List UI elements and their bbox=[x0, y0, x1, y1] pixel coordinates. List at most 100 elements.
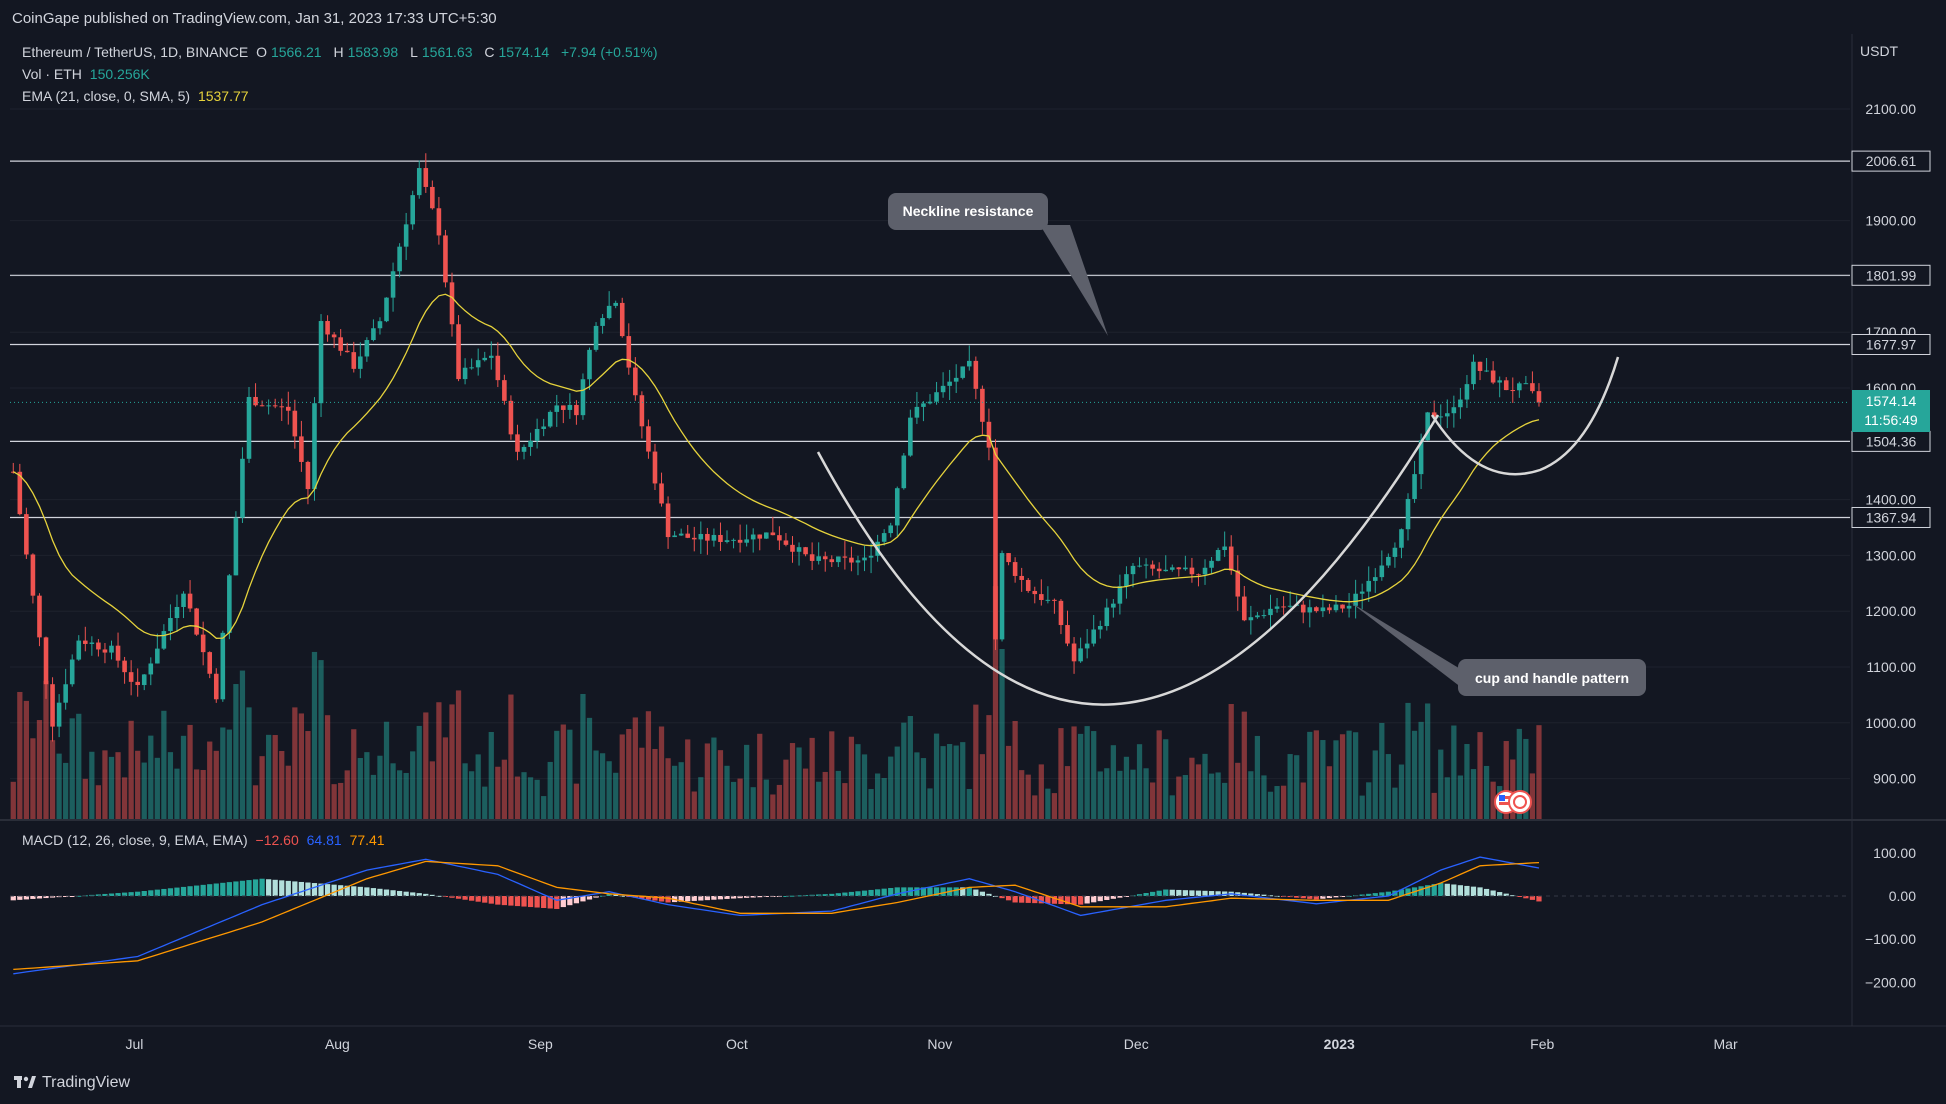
macd-hist-bar bbox=[1176, 889, 1182, 896]
macd-hist-bar bbox=[1418, 886, 1424, 896]
event-icon[interactable] bbox=[1508, 790, 1532, 814]
pattern-callout[interactable]: cup and handle pattern bbox=[1350, 602, 1646, 696]
macd-hist-bar bbox=[1523, 896, 1529, 899]
macd-hist-bar bbox=[1202, 890, 1208, 896]
volume-bar bbox=[154, 757, 160, 819]
volume-bar bbox=[279, 750, 285, 819]
high-value: H 1583.98 bbox=[333, 44, 399, 60]
candle-body bbox=[1372, 577, 1378, 581]
candle-body bbox=[1333, 604, 1339, 611]
candle-body bbox=[829, 559, 835, 563]
macd-hist-bar bbox=[678, 896, 684, 902]
volume-bar bbox=[1300, 782, 1306, 819]
candle-body bbox=[1176, 567, 1182, 570]
candle-body bbox=[1209, 560, 1214, 568]
macd-hist-bar bbox=[1398, 889, 1405, 896]
volume-bar bbox=[239, 670, 246, 819]
volume-bar bbox=[1333, 740, 1339, 819]
candle-body bbox=[849, 557, 854, 563]
volume-bar bbox=[95, 785, 102, 819]
candle-body bbox=[1366, 580, 1372, 592]
candle-body bbox=[1536, 391, 1542, 403]
macd-hist-bar bbox=[999, 896, 1005, 899]
macd-hist-bar bbox=[1071, 896, 1077, 905]
candle-body bbox=[842, 556, 848, 558]
macd-hist-bar bbox=[1215, 891, 1221, 896]
level-tag-label: 1677.97 bbox=[1866, 336, 1917, 352]
candle-body bbox=[685, 533, 691, 538]
candle-body bbox=[253, 396, 258, 406]
macd-hist-bar bbox=[1464, 885, 1470, 896]
macd-tick: −200.00 bbox=[1865, 974, 1916, 990]
macd-hist-bar bbox=[717, 896, 724, 900]
macd-hist-bar bbox=[1117, 896, 1123, 898]
candle-body bbox=[639, 395, 645, 427]
macd-hist-bar bbox=[115, 893, 121, 896]
volume-bar bbox=[953, 745, 959, 819]
volume-bar bbox=[344, 770, 350, 819]
candle-body bbox=[1058, 600, 1064, 626]
macd-hist-bar bbox=[1163, 889, 1169, 896]
volume-bar bbox=[364, 752, 370, 819]
volume-bar bbox=[449, 704, 455, 819]
candlesticks bbox=[10, 153, 1542, 742]
macd-hist-bar bbox=[482, 896, 488, 903]
candle-body bbox=[1039, 594, 1044, 600]
macd-hist-bar bbox=[455, 896, 462, 899]
tradingview-logo[interactable]: TradingView bbox=[14, 1074, 130, 1092]
macd-hist-bar bbox=[135, 891, 141, 896]
macd-legend[interactable]: MACD (12, 26, close, 9, EMA, EMA) −12.60… bbox=[22, 832, 389, 848]
volume-legend[interactable]: Vol · ETH 150.256K bbox=[22, 66, 154, 82]
candle-body bbox=[83, 640, 88, 644]
candle-body bbox=[705, 533, 710, 541]
volume-bar bbox=[665, 758, 671, 819]
candle-body bbox=[1281, 606, 1286, 608]
macd-hist-bar bbox=[383, 889, 390, 896]
volume-bar bbox=[1169, 795, 1175, 819]
candle-body bbox=[757, 534, 763, 539]
neckline-callout[interactable]: Neckline resistance bbox=[888, 193, 1108, 336]
macd-hist-bar bbox=[1110, 896, 1116, 899]
chart-area[interactable]: Neckline resistance cup and handle patte… bbox=[0, 34, 1946, 1062]
macd-hist-bar bbox=[36, 896, 43, 899]
volume-bar bbox=[1176, 776, 1182, 819]
symbol-legend[interactable]: Ethereum / TetherUS, 1D, BINANCE O 1566.2… bbox=[22, 44, 662, 60]
candle-body bbox=[416, 168, 422, 196]
volume-bar bbox=[1189, 757, 1195, 819]
macd-hist-bar bbox=[298, 881, 305, 896]
macd-hist-bar bbox=[639, 896, 645, 899]
candle-body bbox=[678, 533, 684, 536]
macd-hist-bar bbox=[580, 896, 586, 902]
macd-hist-bar bbox=[1457, 885, 1464, 896]
volume-bar bbox=[298, 713, 305, 819]
volume-bar bbox=[547, 761, 553, 819]
macd-hist-bar bbox=[789, 895, 796, 897]
macd-hist-bar bbox=[252, 879, 259, 896]
macd-hist-bar bbox=[239, 880, 246, 896]
volume-bar bbox=[1372, 750, 1378, 819]
candle-body bbox=[1497, 380, 1502, 383]
volume-bar bbox=[207, 741, 213, 819]
level-tag-label: 1801.99 bbox=[1866, 267, 1917, 283]
macd-hist-bar bbox=[685, 896, 691, 902]
macd-hist-bar bbox=[874, 889, 881, 896]
volume-bar bbox=[737, 778, 743, 819]
macd-hist-bar bbox=[809, 894, 815, 896]
ema-legend[interactable]: EMA (21, close, 0, SMA, 5) 1537.77 bbox=[22, 88, 253, 104]
candle-body bbox=[1012, 562, 1018, 576]
volume-bar bbox=[1313, 730, 1319, 819]
volume-bar bbox=[639, 747, 645, 819]
volume-bar bbox=[482, 786, 488, 819]
pattern-label: cup and handle pattern bbox=[1475, 670, 1629, 686]
volume-bar bbox=[1038, 764, 1044, 819]
macd-hist-bar bbox=[501, 896, 507, 906]
candle-body bbox=[1104, 607, 1110, 627]
candle-body bbox=[1425, 412, 1430, 441]
macd-hist-bar bbox=[180, 886, 187, 896]
handle-curve bbox=[1430, 356, 1620, 476]
volume-bar bbox=[829, 731, 835, 819]
countdown-label: 11:56:49 bbox=[1864, 412, 1918, 428]
level-tag bbox=[1851, 264, 1931, 286]
candle-body bbox=[1078, 648, 1083, 662]
macd-hist-bar bbox=[416, 893, 422, 896]
